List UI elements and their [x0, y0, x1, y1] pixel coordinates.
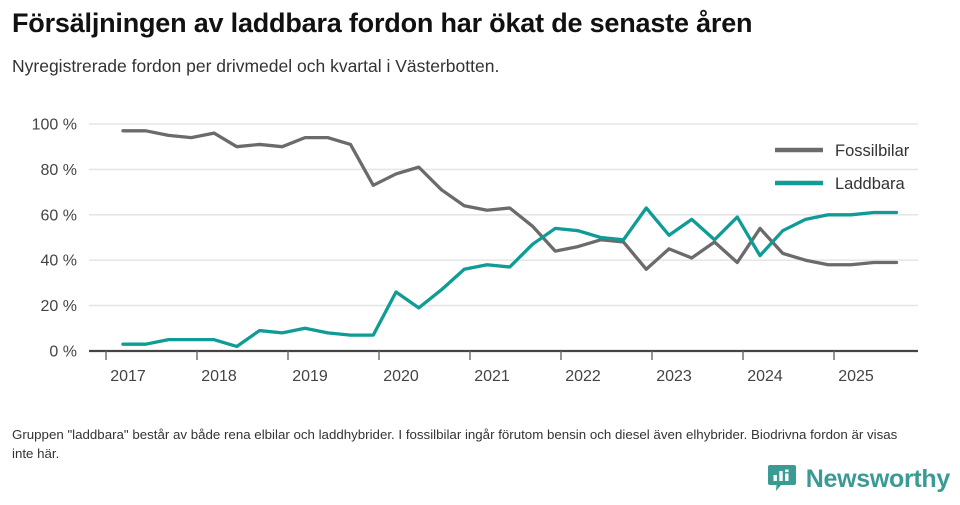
- x-axis-tick-labels: 2017 2018 2019 2020 2021 2022 2023 2024 2025: [110, 368, 874, 385]
- x-tick-label: 2020: [383, 368, 419, 385]
- x-tick-label: 2017: [110, 368, 146, 385]
- chart-footnote: Gruppen "laddbara" består av både rena e…: [12, 427, 898, 462]
- y-tick-label: 0 %: [49, 344, 77, 361]
- y-tick-label: 40 %: [41, 253, 77, 270]
- x-tick-label: 2019: [292, 368, 328, 385]
- y-tick-label: 100 %: [32, 117, 77, 134]
- x-axis-ticks: [105, 351, 835, 360]
- series-line-fossilbilar: [121, 129, 899, 271]
- bar-chart-speech-bubble-icon: [767, 462, 797, 497]
- y-tick-label: 80 %: [41, 162, 77, 179]
- page-subtitle: Nyregistrerade fordon per drivmedel och …: [12, 56, 500, 77]
- newsworthy-logo: Newsworthy: [767, 462, 950, 497]
- y-tick-label: 60 %: [41, 207, 77, 224]
- series-line-laddbara: [121, 206, 899, 349]
- brand-name: Newsworthy: [805, 465, 951, 493]
- x-tick-label: 2018: [201, 368, 237, 385]
- legend-label: Laddbara: [835, 175, 906, 193]
- y-axis-tick-labels: 0 % 20 % 40 % 60 % 80 % 100 %: [32, 117, 77, 361]
- gridlines: [89, 123, 918, 353]
- x-tick-label: 2021: [474, 368, 510, 385]
- chart-legend: Fossilbilar Laddbara: [775, 142, 910, 193]
- series-lines: [121, 129, 899, 349]
- x-tick-label: 2024: [747, 368, 783, 385]
- legend-label: Fossilbilar: [835, 142, 910, 160]
- chart-canvas: 0 % 20 % 40 % 60 % 80 % 100 % 2017 2018 2019 202…: [32, 117, 918, 385]
- x-tick-label: 2025: [838, 368, 874, 385]
- line-chart: 0 % 20 % 40 % 60 % 80 % 100 % 2017 2018 2019 202…: [0, 105, 960, 395]
- x-tick-label: 2022: [565, 368, 601, 385]
- x-tick-label: 2023: [656, 368, 692, 385]
- page-title: Försäljningen av laddbara fordon har öka…: [12, 8, 753, 38]
- y-tick-label: 20 %: [41, 298, 77, 315]
